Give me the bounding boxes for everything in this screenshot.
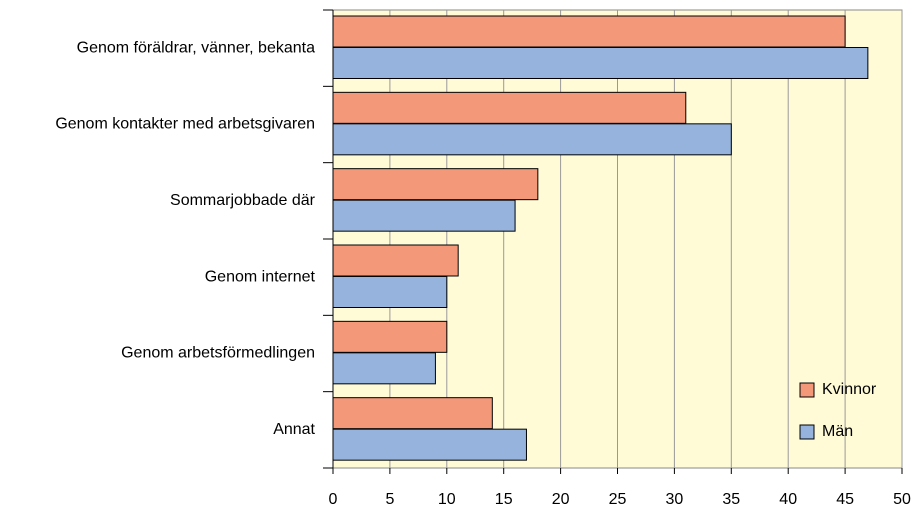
x-tick-label: 25	[609, 491, 627, 508]
legend-swatch	[799, 424, 815, 440]
y-tick-label: Genom internet	[205, 268, 316, 285]
x-tick-label: 30	[666, 491, 684, 508]
bar	[332, 15, 846, 48]
y-tick-label: Genom kontakter med arbetsgivaren	[55, 116, 315, 133]
x-tick-label: 45	[836, 491, 854, 508]
bar	[332, 276, 448, 308]
bar	[332, 199, 516, 232]
y-tick-label: Genom arbetsförmedlingen	[121, 345, 315, 362]
x-tick-label: 5	[385, 491, 394, 508]
bar	[332, 397, 493, 430]
y-tick-label: Sommarjobbade där	[170, 192, 316, 209]
legend-swatch	[799, 382, 815, 398]
y-tick-label: Annat	[273, 421, 315, 438]
x-tick-label: 50	[893, 491, 911, 508]
x-tick-label: 35	[722, 491, 740, 508]
x-tick-label: 15	[495, 491, 513, 508]
bar	[332, 91, 687, 124]
bar	[332, 352, 436, 385]
x-tick-label: 40	[779, 491, 797, 508]
legend-label: Män	[822, 423, 853, 440]
x-tick-label: 20	[552, 491, 570, 508]
legend-label: Kvinnor	[822, 381, 877, 398]
bar	[332, 123, 732, 156]
bar	[332, 47, 869, 79]
bar	[332, 244, 459, 277]
bar	[332, 320, 448, 353]
x-tick-label: 0	[329, 491, 338, 508]
x-tick-label: 10	[438, 491, 456, 508]
bar	[332, 428, 527, 461]
bar	[332, 168, 539, 201]
y-tick-label: Genom föräldrar, vänner, bekanta	[77, 39, 315, 56]
